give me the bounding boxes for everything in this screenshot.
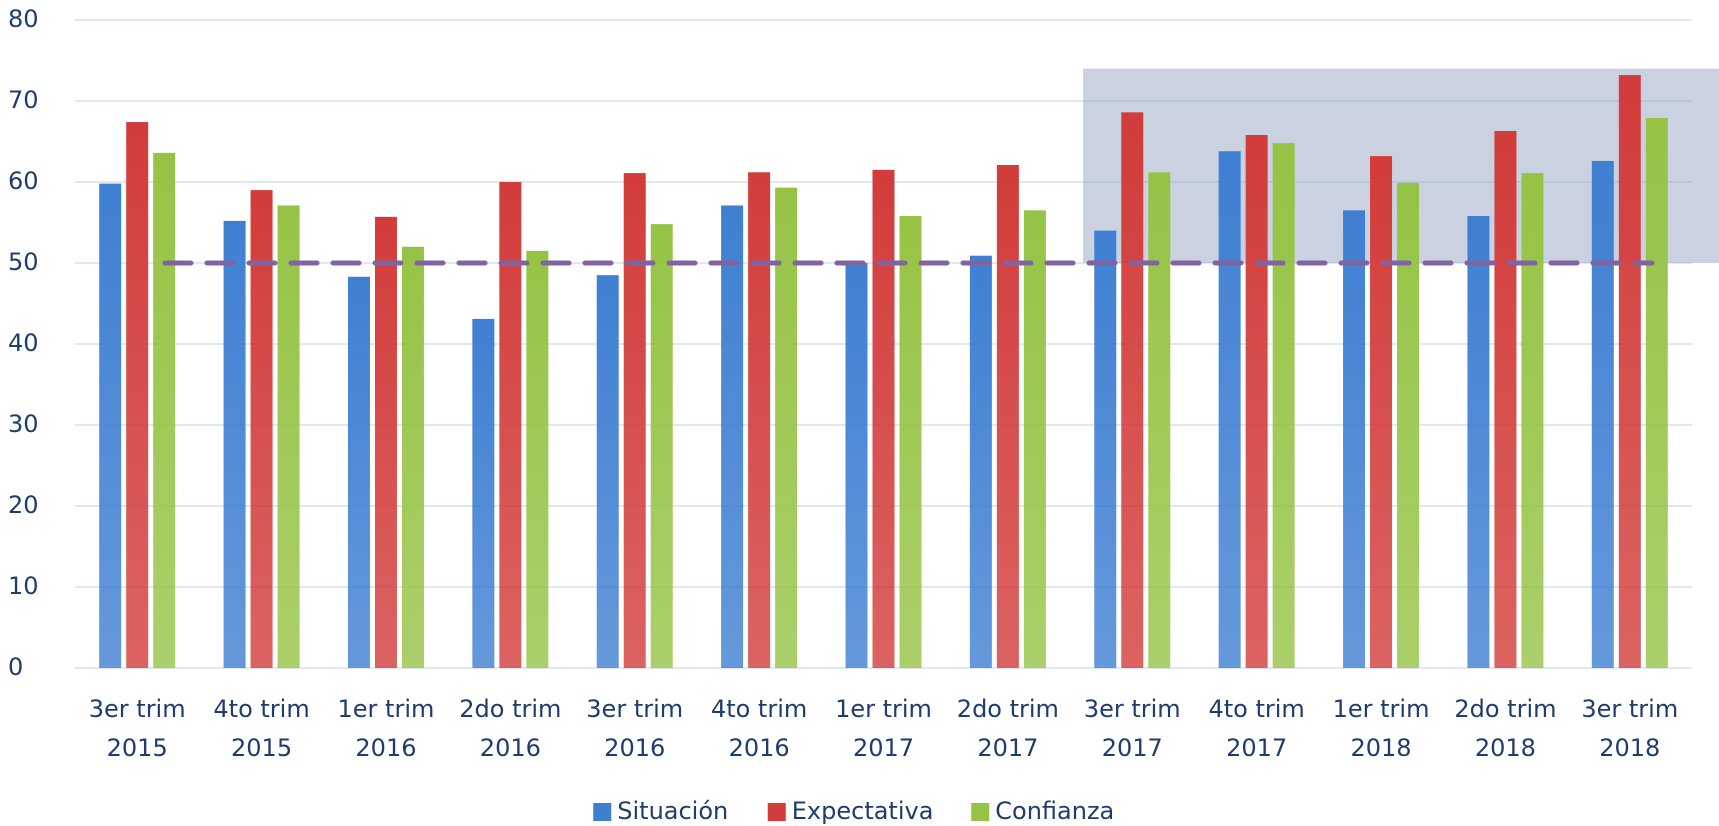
- bar: [1272, 143, 1295, 668]
- bar: [1343, 210, 1366, 668]
- legend-label: Situación: [617, 797, 728, 825]
- x-tick-label: 3er trim 2015: [88, 695, 186, 762]
- bar: [1397, 182, 1420, 668]
- legend-swatch: [767, 803, 786, 821]
- bar: [526, 250, 549, 668]
- x-tick-label: 2do trim 2018: [1454, 695, 1557, 762]
- bar: [99, 183, 122, 668]
- bar: [1218, 151, 1241, 669]
- y-tick-label: 70: [8, 86, 39, 114]
- x-tick-label: 4to trim 2016: [710, 695, 808, 762]
- bar: [374, 216, 397, 668]
- x-tick-label: 2do trim 2016: [459, 695, 562, 762]
- legend-swatch: [971, 803, 990, 821]
- bar: [1618, 75, 1641, 668]
- bar: [1121, 112, 1144, 669]
- y-tick-label: 80: [8, 5, 39, 33]
- x-tick-label: 1er trim 2016: [337, 695, 435, 762]
- bar: [1591, 160, 1614, 668]
- bar: [872, 169, 895, 668]
- bar: [899, 216, 922, 668]
- bar: [1645, 118, 1668, 668]
- y-tick-label: 0: [8, 653, 23, 681]
- x-tick-label: 1er trim 2018: [1332, 695, 1430, 762]
- bar: [1521, 173, 1544, 668]
- legend-swatch: [593, 803, 612, 821]
- bar: [223, 220, 246, 668]
- y-tick-label: 10: [8, 572, 39, 600]
- legend-label: Confianza: [995, 797, 1114, 825]
- bar: [650, 224, 673, 668]
- bar: [596, 275, 619, 668]
- x-tick-label: 3er trim 2017: [1083, 695, 1181, 762]
- y-tick-label: 60: [8, 167, 39, 195]
- bar: [748, 172, 771, 668]
- x-tick-label: 4to trim 2015: [213, 695, 310, 762]
- bar: [1245, 135, 1268, 668]
- bar: [721, 205, 744, 669]
- legend-label: Expectativa: [792, 797, 934, 825]
- x-tick-label: 2do trim 2017: [956, 695, 1059, 762]
- bar: [996, 164, 1019, 669]
- x-tick-label: 3er trim 2018: [1581, 695, 1679, 762]
- y-tick-label: 30: [8, 410, 39, 438]
- y-tick-label: 40: [8, 329, 39, 357]
- x-tick-label: 3er trim 2016: [586, 695, 684, 762]
- x-tick-label: 1er trim 2017: [835, 695, 932, 762]
- bar: [969, 255, 992, 668]
- bar: [153, 152, 176, 669]
- bar: [250, 190, 273, 668]
- bar: [1023, 210, 1046, 668]
- y-tick-label: 50: [8, 248, 39, 276]
- bar: [401, 246, 424, 669]
- bar: [277, 205, 300, 669]
- bar: [1148, 172, 1171, 668]
- bar: [126, 122, 149, 668]
- bar: [1494, 130, 1517, 669]
- bar: [845, 263, 868, 668]
- bar: [347, 276, 370, 668]
- bar: [1467, 216, 1490, 668]
- bar: [775, 187, 798, 669]
- bar: [1370, 156, 1393, 668]
- bar: [1094, 230, 1117, 668]
- bar: [472, 318, 495, 668]
- bar: [623, 173, 646, 668]
- x-tick-label: 4to trim 2017: [1208, 695, 1305, 762]
- bar: [499, 182, 522, 668]
- y-tick-label: 20: [8, 491, 39, 519]
